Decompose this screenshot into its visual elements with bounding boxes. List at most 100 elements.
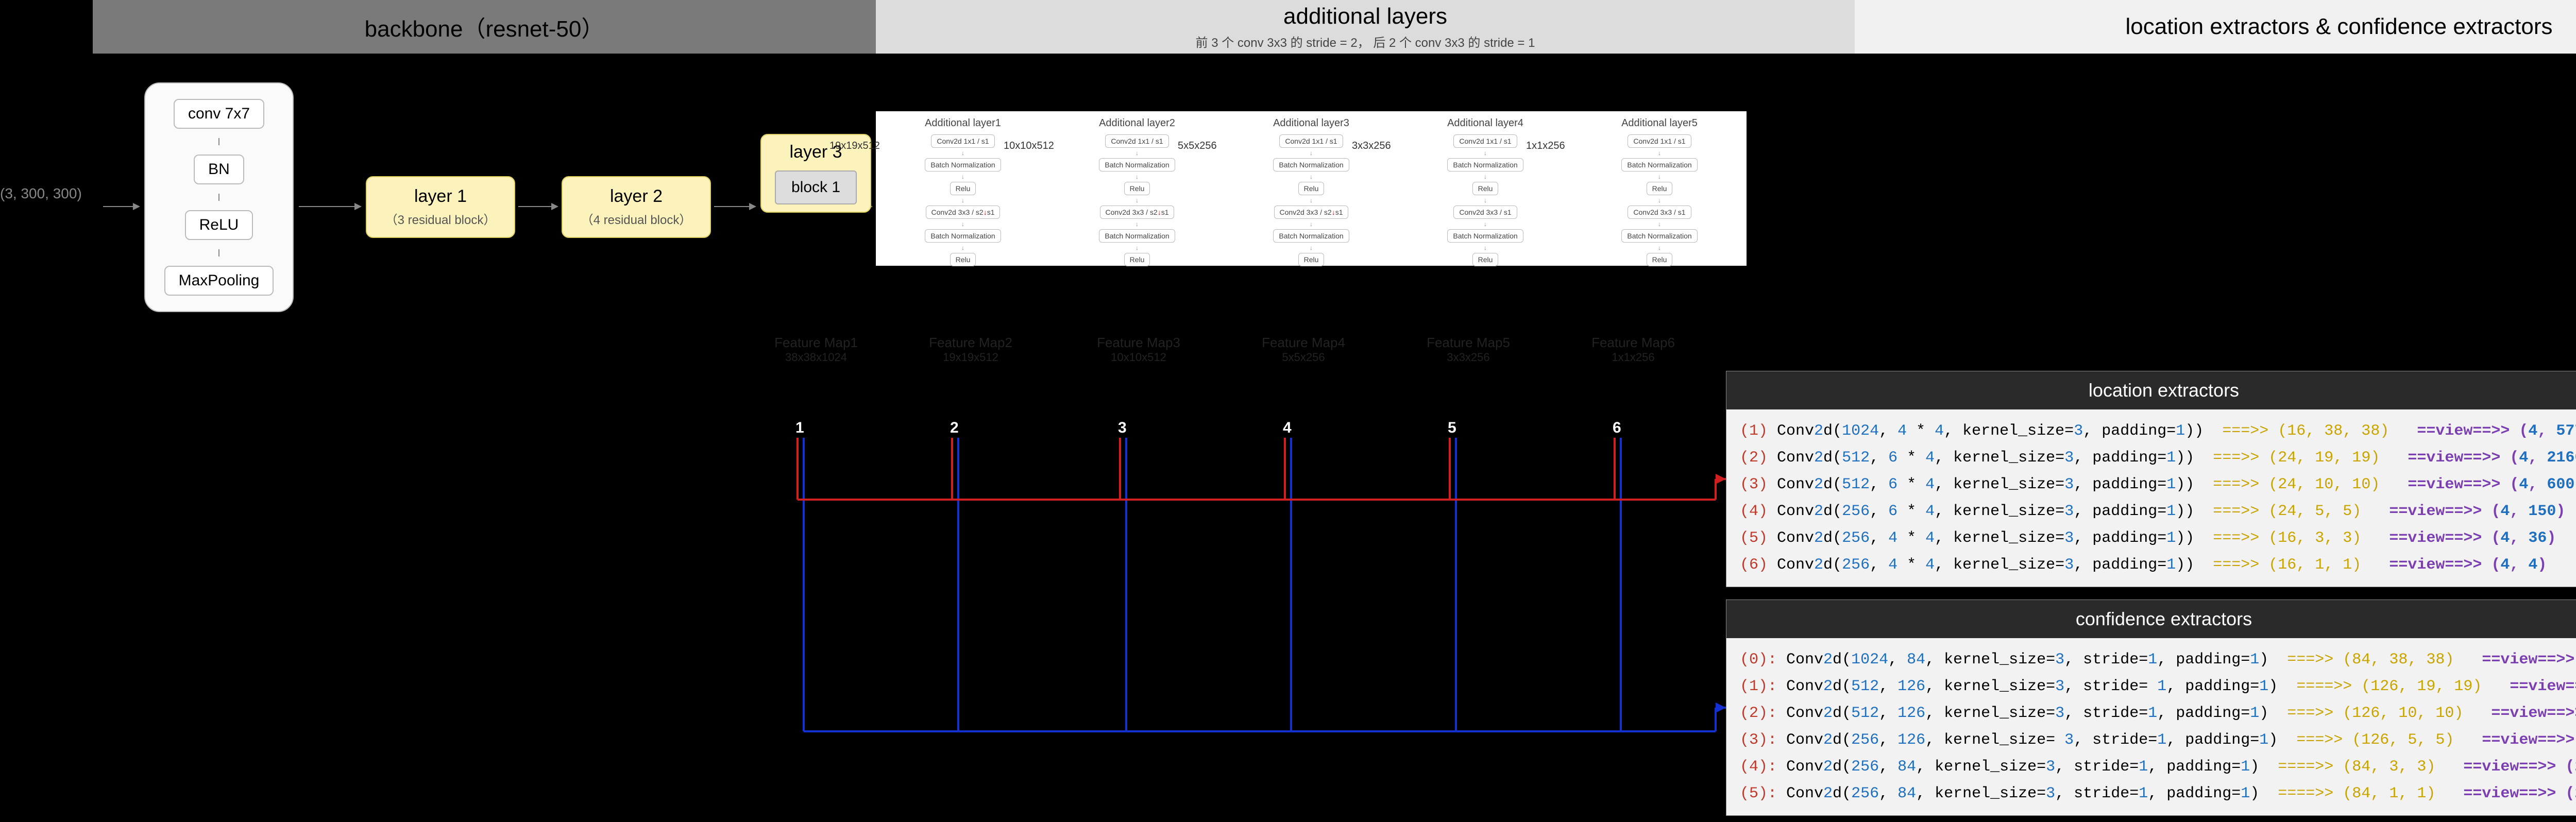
op-tinybox: Relu	[1647, 253, 1673, 266]
op-box: conv 7x7	[174, 99, 264, 129]
header-title: location extractors & confidence extract…	[2125, 14, 2552, 40]
down-arrow-icon: ↓	[961, 246, 964, 250]
extractor-row: (2) Conv2d(512, 6 * 4, kernel_size=3, pa…	[1740, 444, 2576, 471]
op-tinybox: Batch Normalization	[1447, 158, 1523, 172]
op-tinybox: Relu	[1298, 253, 1325, 266]
op-box: ReLU	[185, 210, 253, 240]
layer-title: layer 2	[610, 186, 663, 207]
op-tinybox: Conv2d 1x1 / s1	[1453, 134, 1517, 148]
extractor-row: (3): Conv2d(256, 126, kernel_size= 3, st…	[1740, 727, 2576, 754]
op-tinybox: Conv2d 1x1 / s1	[1105, 134, 1168, 148]
dim-label: 3x3x256	[1352, 140, 1391, 152]
down-arrow-icon: ↓	[1310, 151, 1313, 155]
additional-layer-col: Additional layer1Conv2d 1x1 / s1↓Batch N…	[876, 111, 1050, 266]
header-bar: backbone（resnet-50） additional layers 前 3…	[93, 0, 2576, 54]
down-arrow-icon: ↓	[1484, 151, 1487, 155]
extractor-row: (1): Conv2d(512, 126, kernel_size=3, str…	[1740, 673, 2576, 700]
down-arrow-icon: ↓	[961, 151, 964, 155]
feature-map-label: Feature Map219x19x512	[919, 335, 1022, 364]
op-tinybox: Relu	[950, 253, 976, 266]
additional-layer-title: Additional layer3	[1273, 117, 1349, 129]
op-tinybox: Batch Normalization	[1099, 229, 1175, 243]
down-arrow-icon: ↓	[961, 222, 964, 226]
additional-layer-title: Additional layer1	[925, 117, 1001, 129]
down-arrow-icon: ↓	[1484, 198, 1487, 202]
additional-layer-col: Additional layer2 Conv2d 1x1 / s1 ↓ Batch N…	[1050, 111, 1224, 266]
down-arrow-icon: ↓	[1658, 198, 1661, 202]
down-arrow-icon: ↓	[1310, 222, 1313, 226]
dim-label: 5x5x256	[1178, 140, 1217, 152]
layer1-block: layer 1 （3 residual block）	[366, 176, 515, 238]
vline	[218, 138, 219, 145]
branch-number: 5	[1448, 419, 1456, 437]
op-box: BN	[194, 155, 244, 184]
feature-map-label: Feature Map45x5x256	[1252, 335, 1355, 364]
additional-layer-title: Additional layer4	[1447, 117, 1523, 129]
branch-number: 6	[1613, 419, 1621, 437]
header-title: additional layers	[1283, 4, 1447, 29]
input-shape-label: (3, 300, 300)	[0, 185, 82, 202]
op-tinybox: Relu	[950, 182, 976, 195]
op-tinybox: Batch Normalization	[925, 158, 1001, 172]
arrow	[518, 206, 557, 207]
extractor-row: (4): Conv2d(256, 84, kernel_size=3, stri…	[1740, 754, 2576, 780]
dim-label: 1x1x256	[1526, 140, 1565, 152]
extractor-row: (0): Conv2d(1024, 84, kernel_size=3, str…	[1740, 646, 2576, 673]
op-tinybox: Batch Normalization	[1273, 158, 1349, 172]
header-subtitle: 前 3 个 conv 3x3 的 stride = 2， 后 2 个 conv …	[1196, 32, 1535, 50]
down-arrow-icon: ↓	[1310, 198, 1313, 202]
down-arrow-icon: ↓	[1136, 198, 1139, 202]
dim-label: 10x10x512	[1004, 140, 1054, 152]
op-tinybox: Conv2d 3x3 / s1	[1453, 206, 1517, 219]
down-arrow-icon: ↓	[1136, 222, 1139, 226]
backbone-stack: conv 7x7 BN ReLU MaxPooling	[144, 82, 294, 312]
layer3-inner: block 1	[775, 170, 857, 204]
panel-body: (1) Conv2d(1024, 4 * 4, kernel_size=3, p…	[1726, 409, 2576, 587]
op-tinybox: Relu	[1472, 253, 1499, 266]
branch-number: 2	[950, 419, 959, 437]
layer-title: layer 1	[414, 186, 467, 207]
down-arrow-icon: ↓	[1136, 246, 1139, 250]
additional-layer-col: Additional layer3 Conv2d 1x1 / s1 ↓ Batch N…	[1224, 111, 1398, 266]
arrow	[714, 206, 755, 207]
layer-sub: （4 residual block）	[581, 210, 692, 228]
op-tinybox: Conv2d 3x3 / s2↓s1	[926, 206, 1001, 219]
extractor-row: (3) Conv2d(512, 6 * 4, kernel_size=3, pa…	[1740, 471, 2576, 498]
op-tinybox: Relu	[1124, 182, 1150, 195]
panel-body: (0): Conv2d(1024, 84, kernel_size=3, str…	[1726, 638, 2576, 815]
op-tinybox: Batch Normalization	[1273, 229, 1349, 243]
op-tinybox: Batch Normalization	[1099, 158, 1175, 172]
vline	[218, 194, 219, 201]
down-arrow-icon: ↓	[1136, 151, 1139, 155]
header-col-additional: additional layers 前 3 个 conv 3x3 的 stride…	[876, 0, 1855, 54]
header-col-backbone: backbone（resnet-50）	[93, 0, 876, 54]
op-tinybox: Conv2d 1x1 / s1	[1628, 134, 1691, 148]
op-tinybox: Conv2d 3x3 / s2↓s1	[1274, 206, 1349, 219]
op-tinybox: Relu	[1647, 182, 1673, 195]
op-tinybox: Relu	[1472, 182, 1499, 195]
layer-sub: （3 residual block）	[385, 210, 496, 228]
vline	[218, 249, 219, 256]
feature-map-label: Feature Map61x1x256	[1582, 335, 1685, 364]
op-tinybox: Conv2d 3x3 / s1	[1628, 206, 1691, 219]
down-arrow-icon: ↓	[1484, 222, 1487, 226]
additional-layer-title: Additional layer2	[1099, 117, 1175, 129]
header-title: backbone（resnet-50）	[365, 10, 604, 43]
feature-map-label: Feature Map310x10x512	[1087, 335, 1190, 364]
feature-map-label: Feature Map53x3x256	[1417, 335, 1520, 364]
down-arrow-icon: ↓	[1484, 175, 1487, 179]
op-tinybox: Relu	[1124, 253, 1150, 266]
op-tinybox: Batch Normalization	[1621, 229, 1697, 243]
op-tinybox: Conv2d 1x1 / s1	[1279, 134, 1343, 148]
down-arrow-icon: ↓	[1658, 151, 1661, 155]
op-tinybox: Relu	[1298, 182, 1325, 195]
branch-number: 3	[1118, 419, 1127, 437]
extractor-row: (1) Conv2d(1024, 4 * 4, kernel_size=3, p…	[1740, 418, 2576, 444]
panel-title: location extractors	[1726, 371, 2576, 409]
additional-layer-col: Additional layer4 Conv2d 1x1 / s1 ↓ Batch N…	[1398, 111, 1572, 266]
down-arrow-icon: ↓	[1136, 175, 1139, 179]
op-tinybox: Conv2d 3x3 / s2↓s1	[1100, 206, 1175, 219]
branch-number: 1	[795, 419, 804, 437]
extractor-row: (5): Conv2d(256, 84, kernel_size=3, stri…	[1740, 780, 2576, 807]
down-arrow-icon: ↓	[1310, 175, 1313, 179]
